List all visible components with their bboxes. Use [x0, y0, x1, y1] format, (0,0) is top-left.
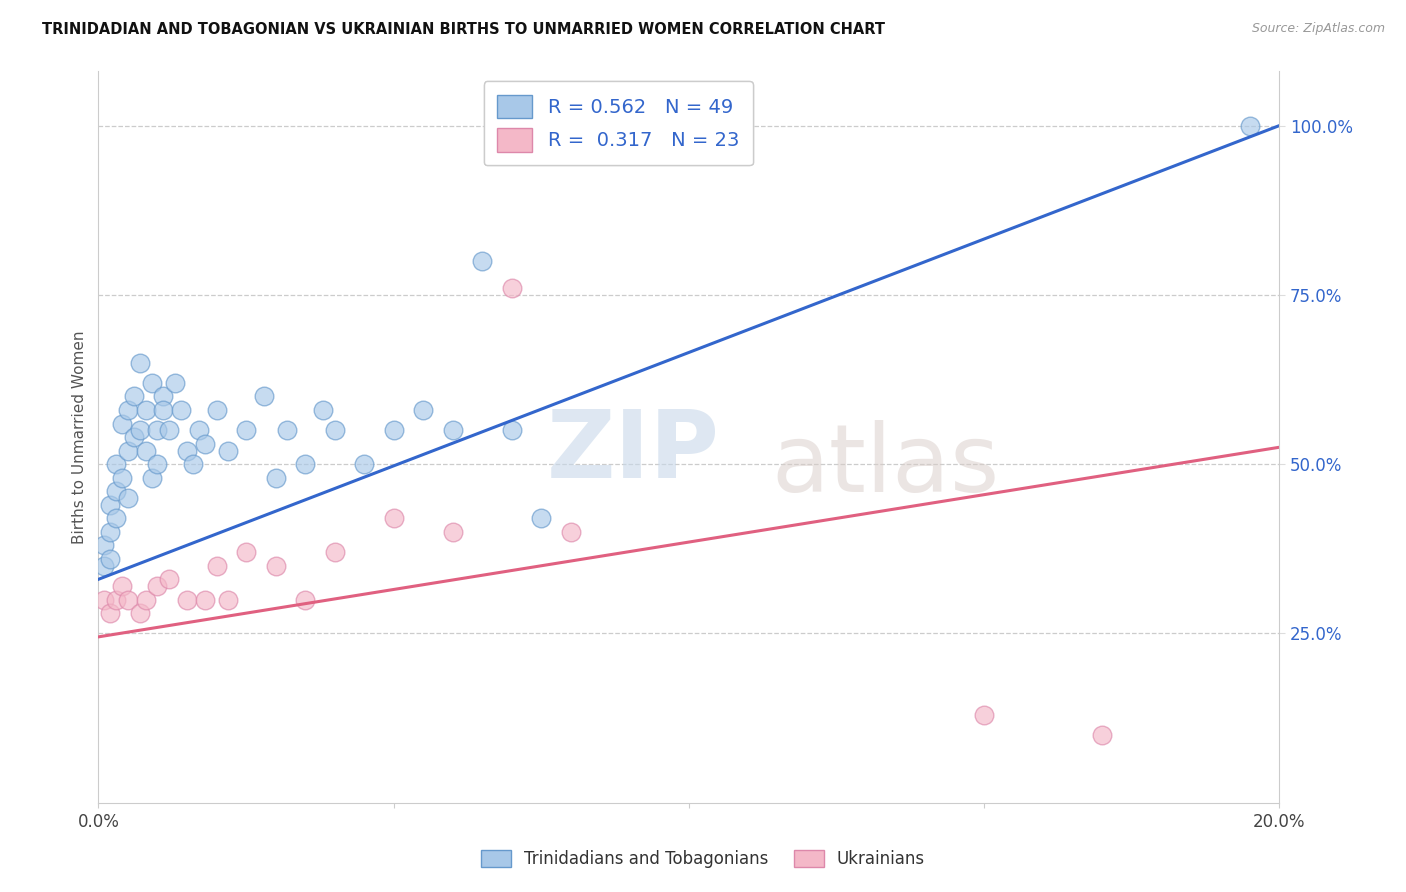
Point	[441, 423, 464, 437]
Point	[294, 457, 316, 471]
Legend: Trinidadians and Tobagonians, Ukrainians: Trinidadians and Tobagonians, Ukrainians	[474, 843, 932, 875]
Point	[93, 558, 115, 573]
Point	[111, 579, 134, 593]
Point	[194, 592, 217, 607]
Point	[152, 389, 174, 403]
Point	[98, 498, 121, 512]
Point	[560, 524, 582, 539]
Point	[471, 254, 494, 268]
Text: atlas: atlas	[772, 420, 1000, 512]
Point	[264, 558, 287, 573]
Point	[111, 417, 134, 431]
Point	[382, 423, 405, 437]
Point	[135, 443, 157, 458]
Point	[117, 403, 139, 417]
Point	[187, 423, 209, 437]
Point	[141, 471, 163, 485]
Point	[235, 545, 257, 559]
Point	[217, 443, 239, 458]
Point	[117, 592, 139, 607]
Point	[530, 511, 553, 525]
Point	[152, 403, 174, 417]
Point	[128, 606, 150, 620]
Point	[323, 423, 346, 437]
Point	[205, 403, 228, 417]
Point	[353, 457, 375, 471]
Point	[253, 389, 276, 403]
Point	[323, 545, 346, 559]
Point	[117, 443, 139, 458]
Point	[312, 403, 335, 417]
Point	[973, 707, 995, 722]
Point	[501, 423, 523, 437]
Point	[176, 443, 198, 458]
Legend: R = 0.562   N = 49, R =  0.317   N = 23: R = 0.562 N = 49, R = 0.317 N = 23	[484, 81, 752, 166]
Point	[1239, 119, 1261, 133]
Point	[93, 592, 115, 607]
Point	[276, 423, 298, 437]
Text: TRINIDADIAN AND TOBAGONIAN VS UKRAINIAN BIRTHS TO UNMARRIED WOMEN CORRELATION CH: TRINIDADIAN AND TOBAGONIAN VS UKRAINIAN …	[42, 22, 886, 37]
Point	[105, 484, 128, 499]
Point	[98, 552, 121, 566]
Point	[146, 457, 169, 471]
Point	[122, 389, 145, 403]
Point	[181, 457, 204, 471]
Y-axis label: Births to Unmarried Women: Births to Unmarried Women	[72, 330, 87, 544]
Point	[157, 423, 180, 437]
Point	[93, 538, 115, 552]
Point	[501, 281, 523, 295]
Point	[235, 423, 257, 437]
Point	[205, 558, 228, 573]
Point	[264, 471, 287, 485]
Point	[382, 511, 405, 525]
Point	[194, 437, 217, 451]
Point	[105, 592, 128, 607]
Point	[157, 572, 180, 586]
Point	[98, 606, 121, 620]
Point	[111, 471, 134, 485]
Point	[117, 491, 139, 505]
Point	[441, 524, 464, 539]
Point	[135, 403, 157, 417]
Text: Source: ZipAtlas.com: Source: ZipAtlas.com	[1251, 22, 1385, 36]
Point	[105, 511, 128, 525]
Point	[165, 376, 187, 390]
Point	[122, 430, 145, 444]
Point	[176, 592, 198, 607]
Point	[146, 579, 169, 593]
Point	[98, 524, 121, 539]
Point	[170, 403, 193, 417]
Point	[135, 592, 157, 607]
Point	[1091, 728, 1114, 742]
Text: ZIP: ZIP	[547, 406, 720, 498]
Point	[128, 355, 150, 369]
Point	[105, 457, 128, 471]
Point	[412, 403, 434, 417]
Point	[217, 592, 239, 607]
Point	[294, 592, 316, 607]
Point	[128, 423, 150, 437]
Point	[141, 376, 163, 390]
Point	[146, 423, 169, 437]
